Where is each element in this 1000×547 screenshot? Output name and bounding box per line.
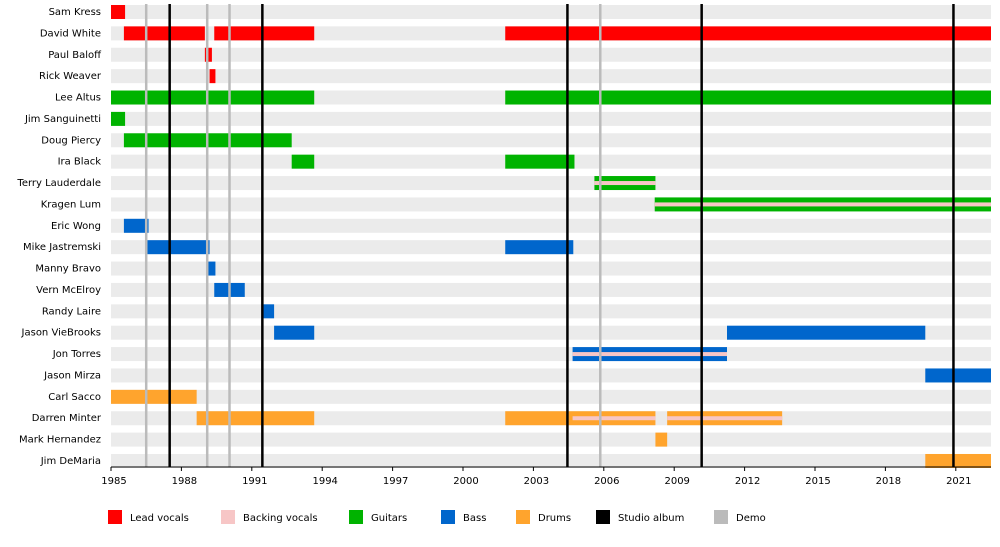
member-label: Randy Laire [42,306,101,317]
x-tick-label: 2012 [735,476,760,487]
row-band [111,111,991,126]
member-label: Vern McElroy [36,285,101,296]
legend-label: Bass [463,513,486,524]
member-label: Ira Black [58,157,102,168]
row-band [111,261,991,276]
row-band [111,304,991,319]
member-label: Paul Baloff [48,50,102,61]
row-band [111,453,991,468]
legend-swatch [596,510,610,524]
member-bar [505,154,575,169]
legend-swatch [714,510,728,524]
member-bar [727,325,926,340]
member-label: Manny Bravo [35,264,101,275]
member-bar [505,26,991,41]
member-label: Terry Lauderdale [16,178,101,189]
x-tick-label: 1991 [242,476,267,487]
member-bar [291,154,315,169]
member-bar [123,218,149,233]
row-band [111,347,991,362]
row-band [111,133,991,148]
member-bar [655,432,668,447]
backing-stripe [572,416,656,421]
x-tick-label: 2018 [876,476,901,487]
member-bar [123,26,205,41]
x-tick-label: 1997 [383,476,408,487]
member-label: David White [40,28,101,39]
member-bar [111,5,126,19]
row-band [111,69,991,84]
x-tick-label: 1994 [312,476,337,487]
legend-label: Studio album [618,513,684,524]
legend-label: Backing vocals [243,513,318,524]
x-tick-label: 2003 [524,476,549,487]
member-bar [209,69,216,84]
member-bar [274,325,315,340]
member-label: Carl Sacco [48,392,101,403]
member-bar [214,26,315,41]
member-label: Darren Minter [32,413,102,424]
x-tick-label: 1985 [101,476,126,487]
member-bar [263,304,275,319]
legend-swatch [441,510,455,524]
member-bar [196,411,315,426]
row-band [111,176,991,191]
legend-swatch [516,510,530,524]
legend-label: Lead vocals [130,513,189,524]
x-tick-label: 2021 [946,476,971,487]
row-band [111,47,991,62]
x-tick-label: 2006 [594,476,619,487]
legend-swatch [108,510,122,524]
x-tick-label: 2015 [805,476,830,487]
member-label: Kragen Lum [41,199,101,210]
member-label: Eric Wong [51,221,101,232]
row-band [111,368,991,383]
backing-stripe [654,202,991,207]
member-label: Jason VieBrooks [21,328,101,339]
row-band [111,389,991,404]
row-band [111,218,991,233]
row-band [111,432,991,447]
legend-label: Drums [538,513,571,524]
row-band [111,5,991,19]
row-band [111,282,991,297]
x-tick-label: 1988 [172,476,197,487]
legend-swatch [221,510,235,524]
member-bar [925,453,991,468]
member-label: Rick Weaver [39,71,102,82]
member-label: Doug Piercy [41,135,101,146]
member-label: Mark Hernandez [19,435,101,446]
backing-stripe [572,352,727,357]
member-bar [111,389,197,404]
member-bar [111,111,126,126]
member-label: Jason Mirza [43,370,101,381]
member-bar [207,261,216,276]
member-label: Lee Altus [55,93,101,104]
member-label: Jim DeMaria [40,456,101,467]
x-tick-label: 2000 [453,476,478,487]
member-label: Mike Jastremski [23,242,101,253]
legend-label: Guitars [371,513,407,524]
backing-stripe [667,416,783,421]
backing-stripe [594,181,656,186]
member-label: Jim Sanguinetti [24,114,101,125]
member-bar [505,90,991,105]
x-tick-label: 2009 [664,476,689,487]
member-label: Sam Kress [49,7,101,18]
member-bar [925,368,991,383]
legend-swatch [349,510,363,524]
legend-label: Demo [736,513,766,524]
member-label: Jon Torres [52,349,101,360]
member-bar [147,240,210,255]
member-bar [505,240,574,255]
member-bar [111,90,315,105]
